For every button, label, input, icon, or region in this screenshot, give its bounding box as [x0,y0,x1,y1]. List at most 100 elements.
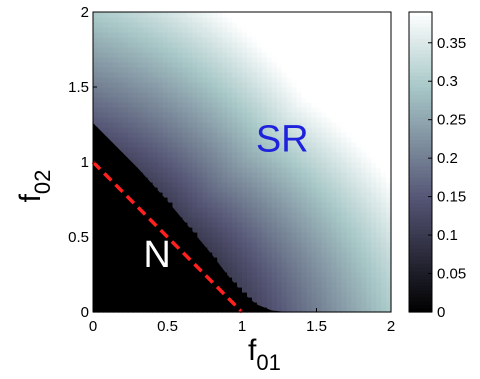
heatmap-cell [182,147,188,153]
colorbar-segment [409,214,432,219]
heatmap-cell [237,237,243,243]
heatmap-cell [321,262,328,268]
heatmap-cell [286,17,293,23]
heatmap-cell [227,232,233,238]
heatmap-cell [107,77,114,83]
heatmap-cell [93,67,99,73]
heatmap-cell [227,97,233,103]
heatmap-cell [207,57,213,63]
heatmap-cell [351,137,357,143]
heatmap-cell [301,127,308,133]
heatmap-cell [246,57,253,63]
heatmap-cell [296,87,303,93]
heatmap-cell [266,112,273,118]
colorbar-tick-label: 0.35 [437,35,466,52]
heatmap-cell [256,107,263,113]
heatmap-cell [276,127,283,133]
heatmap-cell [246,292,253,298]
heatmap-cell [93,77,99,83]
heatmap-cell [326,297,332,303]
heatmap-cell [246,22,253,28]
colorbar-segment [409,117,432,122]
colorbar-segment [409,120,432,126]
heatmap-cell [162,137,169,143]
heatmap-cell [356,167,362,173]
heatmap-cell [197,62,203,68]
heatmap-cell [381,12,387,18]
heatmap-cell [326,282,332,288]
heatmap-cell [281,147,288,153]
heatmap-cell [197,212,203,218]
heatmap-cell [122,27,129,33]
heatmap-cell [187,72,193,78]
heatmap-cell [316,87,323,93]
heatmap-cell [261,162,268,168]
heatmap-cell [366,77,372,83]
heatmap-cell [251,142,258,148]
heatmap-cell [341,47,347,53]
heatmap-cell [212,52,218,58]
heatmap-cell [142,97,149,103]
heatmap-cell [97,12,104,18]
heatmap-cell [351,167,357,173]
heatmap-cell [286,177,293,183]
heatmap-cell [316,17,323,23]
heatmap-cell [202,112,208,118]
heatmap-cell [127,112,134,118]
heatmap-cell [127,22,134,28]
heatmap-cell [306,237,313,243]
heatmap-cell [341,172,347,178]
heatmap-cell [207,77,213,83]
heatmap-cell [237,227,243,233]
heatmap-cell [351,292,357,298]
heatmap-cell [93,27,99,33]
heatmap-cell [331,117,337,123]
heatmap-cell [256,182,263,188]
heatmap-cell [132,17,139,23]
heatmap-cell [316,237,323,243]
heatmap-cell [182,182,188,188]
heatmap-cell [386,107,392,113]
heatmap-cell [376,232,382,238]
heatmap-cell [371,137,377,143]
colorbar-segment [409,94,432,99]
heatmap-cell [371,142,377,148]
heatmap-cell [157,102,164,108]
heatmap-cell [242,217,248,223]
heatmap-cell [246,92,253,98]
heatmap-cell [336,82,342,88]
heatmap-cell [326,122,332,128]
heatmap-cell [381,187,387,193]
heatmap-cell [142,57,149,63]
heatmap-cell [266,37,273,43]
heatmap-cell [237,172,243,178]
heatmap-cell [366,262,372,268]
heatmap-cell [331,187,337,193]
heatmap-cell [361,192,367,198]
heatmap-cell [346,132,352,138]
heatmap-cell [356,112,362,118]
heatmap-cell [366,277,372,283]
heatmap-cell [316,77,323,83]
heatmap-cell [212,157,218,163]
heatmap-cell [361,52,367,58]
heatmap-cell [137,162,144,168]
heatmap-cell [232,107,238,113]
heatmap-cell [246,237,253,243]
heatmap-cell [291,102,298,108]
heatmap-cell [361,227,367,233]
colorbar-segment [409,79,432,84]
heatmap-cell [306,307,313,313]
heatmap-cell [336,147,342,153]
heatmap-cell [336,222,342,228]
heatmap-cell [361,237,367,243]
heatmap-cell [331,272,337,278]
colorbar-segment [409,225,432,231]
heatmap-cell [356,102,362,108]
colorbar-segment [409,12,432,17]
heatmap-cell [366,17,372,23]
heatmap-cell [336,262,342,268]
heatmap-cell [271,77,278,83]
heatmap-cell [326,52,332,58]
heatmap-cell [237,232,243,238]
